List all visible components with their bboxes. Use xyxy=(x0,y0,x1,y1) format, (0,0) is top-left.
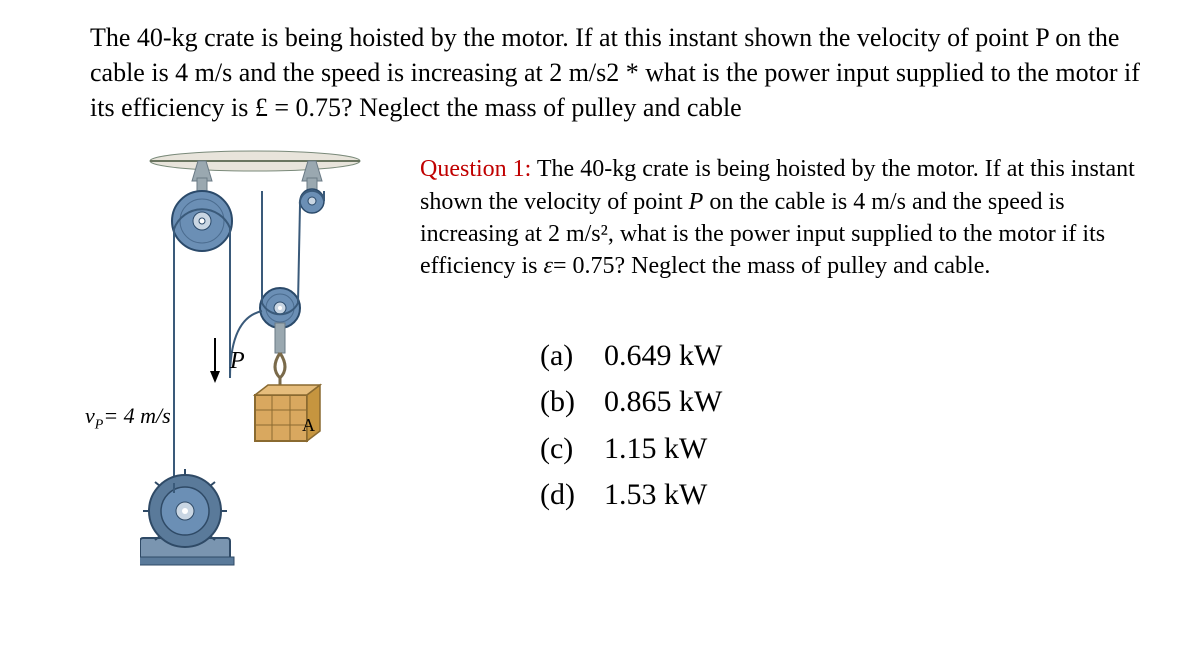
question1-text: Question 1: The 40-kg crate is being hoi… xyxy=(420,153,1150,283)
vp-label: vP= 4 m/s xyxy=(85,403,171,433)
q1-P: P xyxy=(689,189,704,215)
crate-a-label: A xyxy=(302,415,315,436)
answer-letter: (c) xyxy=(540,426,590,473)
answer-option: (a) 0.649 kW xyxy=(540,333,1150,380)
answer-option: (c) 1.15 kW xyxy=(540,426,1150,473)
text-column: Question 1: The 40-kg crate is being hoi… xyxy=(420,153,1150,573)
answer-option: (d) 1.53 kW xyxy=(540,472,1150,519)
pulley-diagram xyxy=(140,143,400,573)
q1-eps: ε xyxy=(544,253,553,279)
answer-value: 0.649 kW xyxy=(604,333,722,380)
answer-value: 0.865 kW xyxy=(604,379,722,426)
question1-label: Question 1: xyxy=(420,156,531,182)
answer-list: (a) 0.649 kW (b) 0.865 kW (c) 1.15 kW (d… xyxy=(540,333,1150,519)
top-question-text: The 40-kg crate is being hoisted by the … xyxy=(90,20,1150,125)
point-p-label: P xyxy=(230,348,245,375)
answer-value: 1.53 kW xyxy=(604,472,707,519)
answer-option: (b) 0.865 kW xyxy=(540,379,1150,426)
answer-letter: (d) xyxy=(540,472,590,519)
answer-letter: (b) xyxy=(540,379,590,426)
answer-letter: (a) xyxy=(540,333,590,380)
q1-part3: = 0.75? Neglect the mass of pulley and c… xyxy=(553,253,990,279)
answer-value: 1.15 kW xyxy=(604,426,707,473)
content-row: P vP= 4 m/s A Question 1: The 40-kg crat… xyxy=(90,153,1150,573)
diagram-column: P vP= 4 m/s A xyxy=(90,153,390,573)
